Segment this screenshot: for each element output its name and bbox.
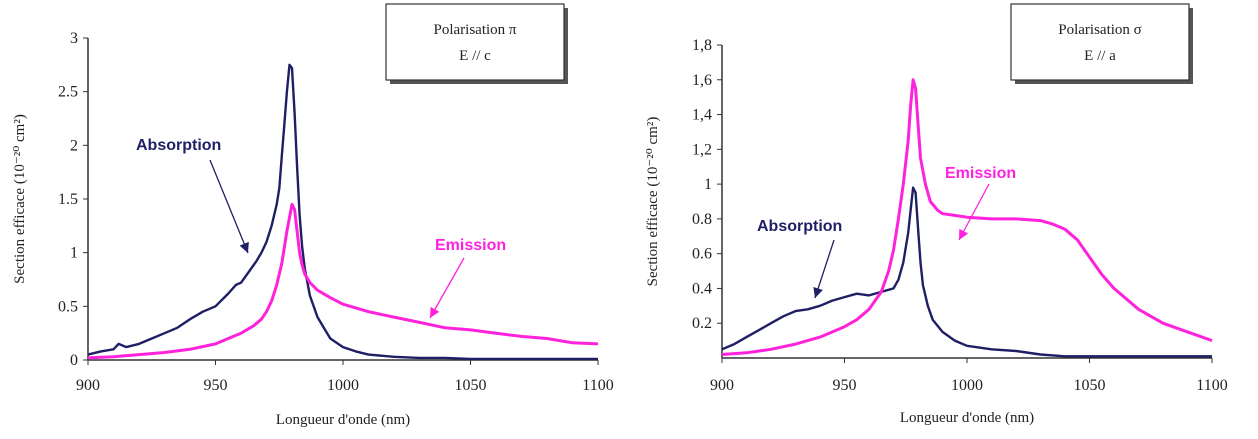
- x-axis-title: Longueur d'onde (nm): [276, 412, 410, 428]
- series-arrowhead-emission: [959, 228, 969, 240]
- legend-field-direction: E // a: [1084, 48, 1116, 64]
- y-tick-label: 1.5: [58, 191, 78, 208]
- x-tick-label: 1050: [455, 377, 487, 394]
- legend-box: [385, 3, 565, 81]
- y-tick-label: 0.6: [692, 246, 712, 263]
- series-arrow-emission: [958, 183, 990, 241]
- y-tick-label: 2.5: [58, 84, 78, 101]
- x-axis-title: Longueur d'onde (nm): [900, 410, 1034, 426]
- series-label-absorption: Absorption: [757, 218, 842, 235]
- y-axis-title: Section efficace (10⁻²⁰ cm²): [645, 117, 661, 287]
- y-axis-title: Section efficace (10⁻²⁰ cm²): [12, 114, 28, 284]
- series-arrow-emission: [429, 257, 465, 319]
- y-tick-label: 0.5: [58, 298, 78, 315]
- legend-box: [1010, 3, 1190, 81]
- x-tick-label: 1000: [327, 377, 359, 394]
- series-arrowhead-absorption: [813, 286, 823, 298]
- x-tick-label: 1100: [582, 377, 613, 394]
- x-tick-label: 950: [833, 377, 857, 394]
- legend-polarisation: Polarisation π: [434, 22, 517, 38]
- y-tick-label: 1,6: [692, 72, 712, 89]
- series-line-emission: [721, 78, 1213, 356]
- y-tick-label: 0.8: [692, 211, 712, 228]
- y-tick-label: 3: [70, 30, 78, 47]
- y-tick-label: 1,4: [692, 107, 712, 124]
- series-label-absorption: Absorption: [136, 137, 221, 154]
- series-line-absorption: [721, 186, 1212, 358]
- y-tick-label: 0.2: [692, 315, 712, 332]
- chart-svg: 0.2 0.4 0.6 0.8 1 1,2 1,4 1,6 1,8 900 950 1000 1050 1…: [645, 3, 1228, 426]
- chart-polarisation-sigma: 0.2 0.4 0.6 0.8 1 1,2 1,4 1,6 1,8 900 950 1000 1050 1…: [629, 0, 1258, 434]
- series-line-emission: [87, 202, 599, 360]
- series-line-absorption: [87, 63, 598, 361]
- x-tick-label: 1000: [951, 377, 983, 394]
- y-tick-label: 2: [70, 137, 78, 154]
- y-tick-label: 1: [704, 176, 712, 193]
- x-tick-label: 900: [76, 377, 100, 394]
- series-arrow-absorption: [814, 239, 835, 299]
- y-tick-label: 1,2: [692, 141, 712, 158]
- x-tick-label: 900: [710, 377, 734, 394]
- y-tick-label: 1: [70, 245, 78, 262]
- legend-field-direction: E // c: [459, 48, 491, 64]
- series-label-emission: Emission: [435, 237, 506, 254]
- series-arrow-absorption: [209, 159, 249, 254]
- series-arrowhead-absorption: [239, 241, 249, 253]
- legend-polarisation: Polarisation σ: [1058, 22, 1142, 38]
- y-tick-label: 0.4: [692, 280, 712, 297]
- series-label-emission: Emission: [945, 165, 1016, 182]
- y-tick-label: 0: [70, 352, 78, 369]
- x-tick-label: 1100: [1196, 377, 1227, 394]
- x-tick-label: 1050: [1074, 377, 1106, 394]
- x-tick-label: 950: [204, 377, 228, 394]
- y-tick-label: 1,8: [692, 37, 712, 54]
- chart-polarisation-pi: 0 0.5 1 1.5 2 2.5 3 900 950 1000 1050 1100 Longueur …: [0, 0, 629, 434]
- chart-svg: 0 0.5 1 1.5 2 2.5 3 900 950 1000 1050 1100 Longueur …: [12, 3, 614, 428]
- series-arrowhead-emission: [430, 306, 440, 318]
